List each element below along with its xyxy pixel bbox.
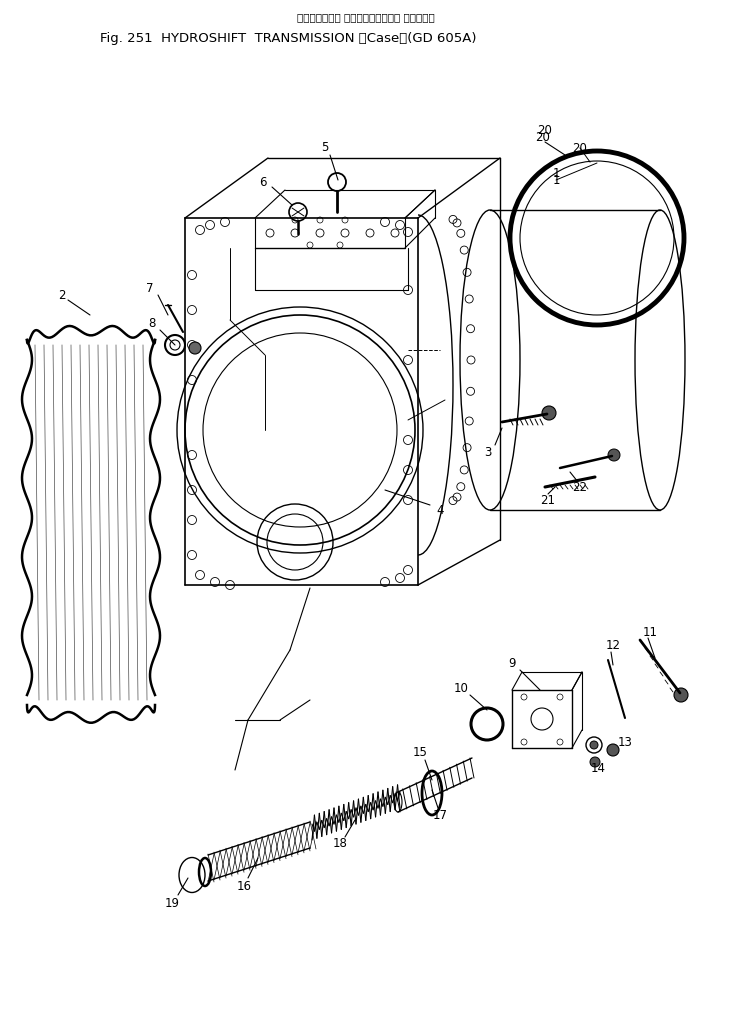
Text: 7: 7 — [146, 282, 154, 295]
Text: 4: 4 — [436, 503, 444, 517]
Text: 19: 19 — [165, 897, 179, 909]
Text: 5: 5 — [321, 140, 329, 154]
Text: 22: 22 — [572, 480, 588, 493]
Circle shape — [608, 448, 620, 461]
Text: 12: 12 — [605, 639, 621, 652]
Text: 15: 15 — [413, 745, 427, 759]
Text: 18: 18 — [332, 837, 348, 849]
Text: 17: 17 — [433, 809, 447, 822]
Text: Fig. 251  HYDROSHIFT  TRANSMISSION （Case）(GD 605A): Fig. 251 HYDROSHIFT TRANSMISSION （Case）(… — [100, 32, 477, 45]
Text: 3: 3 — [485, 445, 492, 459]
Text: 1: 1 — [552, 174, 560, 186]
Circle shape — [607, 744, 619, 756]
Text: 1: 1 — [552, 167, 560, 179]
Circle shape — [590, 741, 598, 749]
Text: 10: 10 — [454, 681, 468, 695]
Circle shape — [189, 342, 201, 354]
Text: ハイドロシフト トランスミッション （ケース）: ハイドロシフト トランスミッション （ケース） — [297, 12, 435, 22]
Text: 16: 16 — [236, 880, 252, 893]
Circle shape — [674, 687, 688, 702]
Text: 21: 21 — [540, 493, 556, 506]
Text: 14: 14 — [591, 762, 605, 775]
Text: 11: 11 — [643, 625, 657, 639]
Text: 9: 9 — [508, 657, 516, 669]
Text: 8: 8 — [149, 316, 156, 330]
Text: 20: 20 — [537, 123, 553, 136]
Text: 13: 13 — [618, 735, 632, 749]
Text: 20: 20 — [572, 141, 588, 155]
Circle shape — [542, 406, 556, 420]
Circle shape — [590, 757, 600, 767]
Text: 6: 6 — [259, 176, 266, 188]
Text: 20: 20 — [536, 130, 550, 143]
Text: 2: 2 — [59, 289, 66, 301]
